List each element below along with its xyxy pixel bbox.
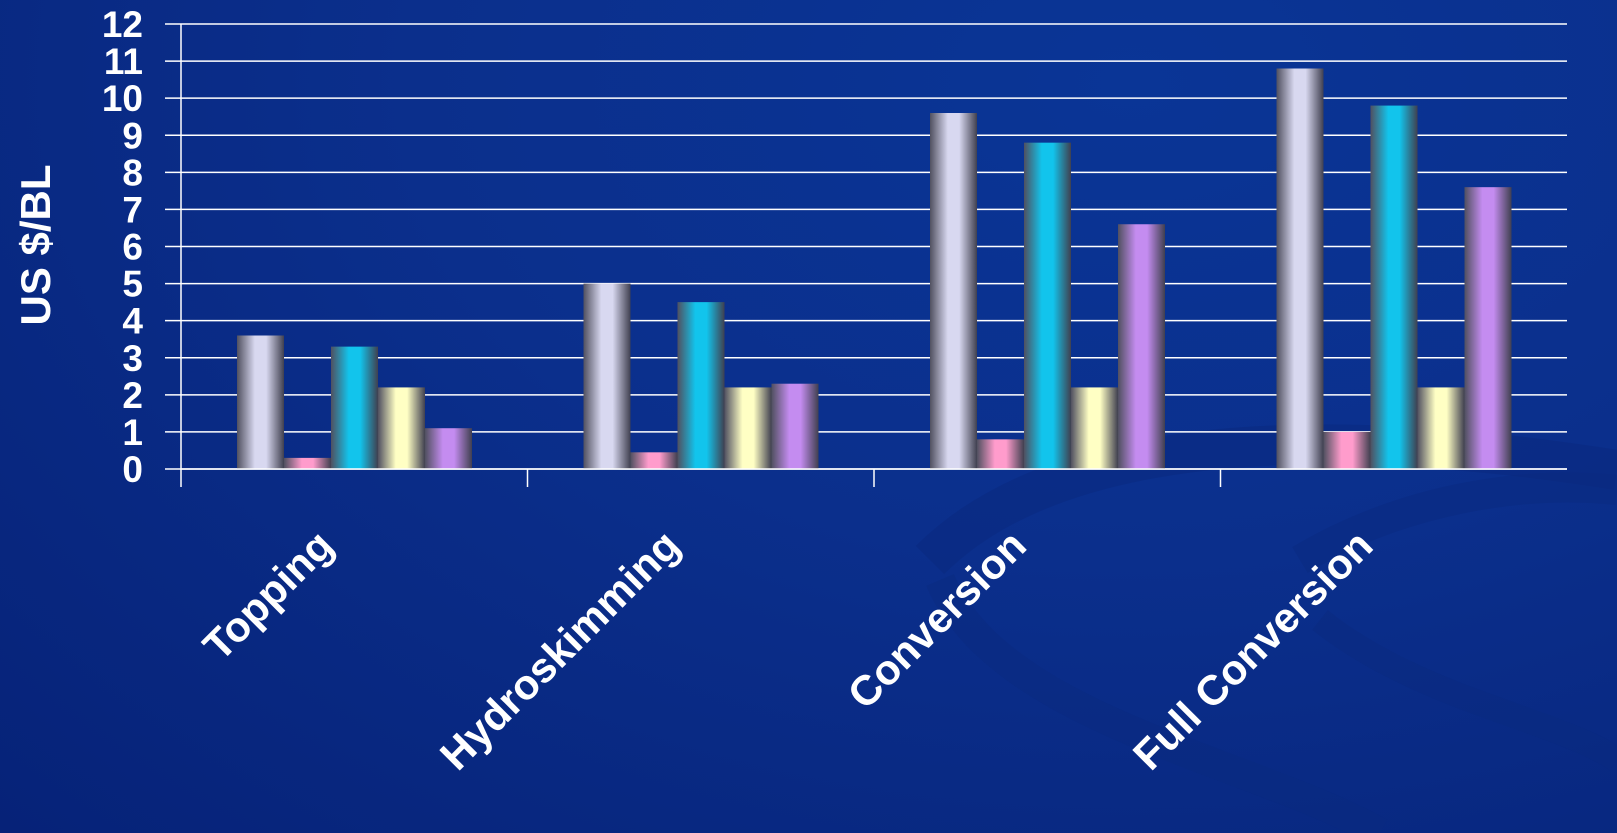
bar bbox=[425, 428, 472, 469]
bar bbox=[1118, 224, 1165, 469]
y-tick-label: 2 bbox=[122, 375, 143, 416]
y-tick-label: 0 bbox=[122, 449, 143, 490]
bar bbox=[1024, 142, 1071, 469]
y-tick-label: 6 bbox=[122, 227, 143, 268]
y-axis-label: US $/BL bbox=[12, 164, 59, 325]
bar bbox=[1370, 105, 1418, 469]
x-tick-label: Topping bbox=[194, 521, 342, 669]
y-tick-label: 4 bbox=[122, 301, 143, 342]
bar bbox=[1464, 187, 1512, 469]
bar bbox=[1417, 387, 1465, 469]
bar bbox=[378, 387, 425, 469]
y-tick-label: 9 bbox=[122, 115, 143, 156]
y-tick-label: 5 bbox=[122, 264, 143, 305]
bar bbox=[237, 335, 284, 469]
bar bbox=[331, 346, 378, 469]
bar bbox=[724, 387, 772, 469]
bar bbox=[1276, 68, 1324, 469]
bar bbox=[630, 452, 678, 469]
y-tick-label: 11 bbox=[104, 41, 143, 82]
bar bbox=[284, 457, 331, 469]
y-tick-label: 3 bbox=[122, 338, 143, 379]
y-tick-label: 7 bbox=[122, 189, 143, 230]
bar bbox=[583, 283, 631, 469]
bar bbox=[771, 383, 819, 469]
bar bbox=[1323, 431, 1371, 469]
bar bbox=[677, 302, 725, 469]
y-tick-label: 1 bbox=[122, 412, 143, 453]
y-tick-label: 8 bbox=[122, 152, 143, 193]
x-tick-labels: Topping Hydroskimming Conversion Full Conve… bbox=[194, 521, 1382, 779]
bar bbox=[1071, 387, 1118, 469]
bars bbox=[237, 68, 1512, 469]
x-tick-label: Hydroskimming bbox=[431, 521, 689, 779]
bar bbox=[930, 113, 977, 469]
bar bbox=[977, 439, 1024, 469]
y-tick-label: 10 bbox=[102, 78, 143, 119]
axes bbox=[180, 24, 1567, 487]
y-tick-label: 12 bbox=[102, 4, 143, 45]
